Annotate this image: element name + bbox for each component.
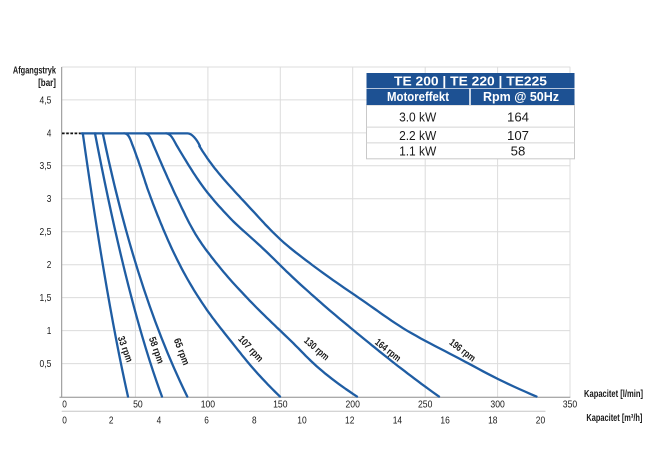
svg-text:2: 2	[47, 259, 52, 271]
svg-text:8: 8	[252, 415, 257, 427]
svg-text:Kapacitet [l/min]: Kapacitet [l/min]	[584, 389, 643, 400]
svg-text:1,5: 1,5	[40, 292, 52, 304]
svg-text:164: 164	[507, 109, 529, 124]
svg-text:300: 300	[490, 399, 505, 411]
svg-text:4: 4	[157, 415, 162, 427]
svg-text:107: 107	[507, 128, 529, 143]
svg-text:16: 16	[440, 415, 450, 427]
svg-text:4: 4	[47, 127, 52, 139]
svg-text:[bar]: [bar]	[38, 78, 56, 89]
svg-text:TE 200 | TE 220 | TE225: TE 200 | TE 220 | TE225	[394, 73, 547, 88]
svg-text:250: 250	[418, 399, 433, 411]
svg-text:Rpm @ 50Hz: Rpm @ 50Hz	[483, 89, 559, 104]
svg-text:58: 58	[511, 144, 526, 159]
svg-text:150: 150	[273, 399, 288, 411]
svg-text:14: 14	[393, 415, 403, 427]
svg-text:Afgangstryk: Afgangstryk	[13, 65, 56, 76]
svg-text:Kapacitet [m³/h]: Kapacitet [m³/h]	[586, 413, 642, 424]
svg-text:100: 100	[201, 399, 216, 411]
svg-text:3.0 kW: 3.0 kW	[399, 109, 437, 124]
svg-text:3: 3	[47, 193, 52, 205]
svg-text:0: 0	[62, 399, 67, 411]
svg-text:2,5: 2,5	[40, 226, 52, 238]
svg-text:350: 350	[563, 399, 578, 411]
svg-text:18: 18	[488, 415, 498, 427]
svg-text:Motoreffekt: Motoreffekt	[387, 89, 450, 104]
svg-text:3,5: 3,5	[40, 160, 52, 172]
svg-text:10: 10	[297, 415, 307, 427]
svg-text:20: 20	[536, 415, 546, 427]
svg-text:0: 0	[62, 415, 67, 427]
svg-text:4,5: 4,5	[40, 94, 52, 106]
svg-text:12: 12	[345, 415, 355, 427]
svg-text:50: 50	[133, 399, 143, 411]
svg-text:200: 200	[346, 399, 361, 411]
svg-text:0,5: 0,5	[40, 358, 52, 370]
svg-text:2: 2	[109, 415, 114, 427]
svg-text:1: 1	[47, 325, 52, 337]
svg-text:2.2 kW: 2.2 kW	[399, 128, 437, 143]
svg-text:6: 6	[204, 415, 209, 427]
svg-text:1.1 kW: 1.1 kW	[399, 144, 437, 159]
